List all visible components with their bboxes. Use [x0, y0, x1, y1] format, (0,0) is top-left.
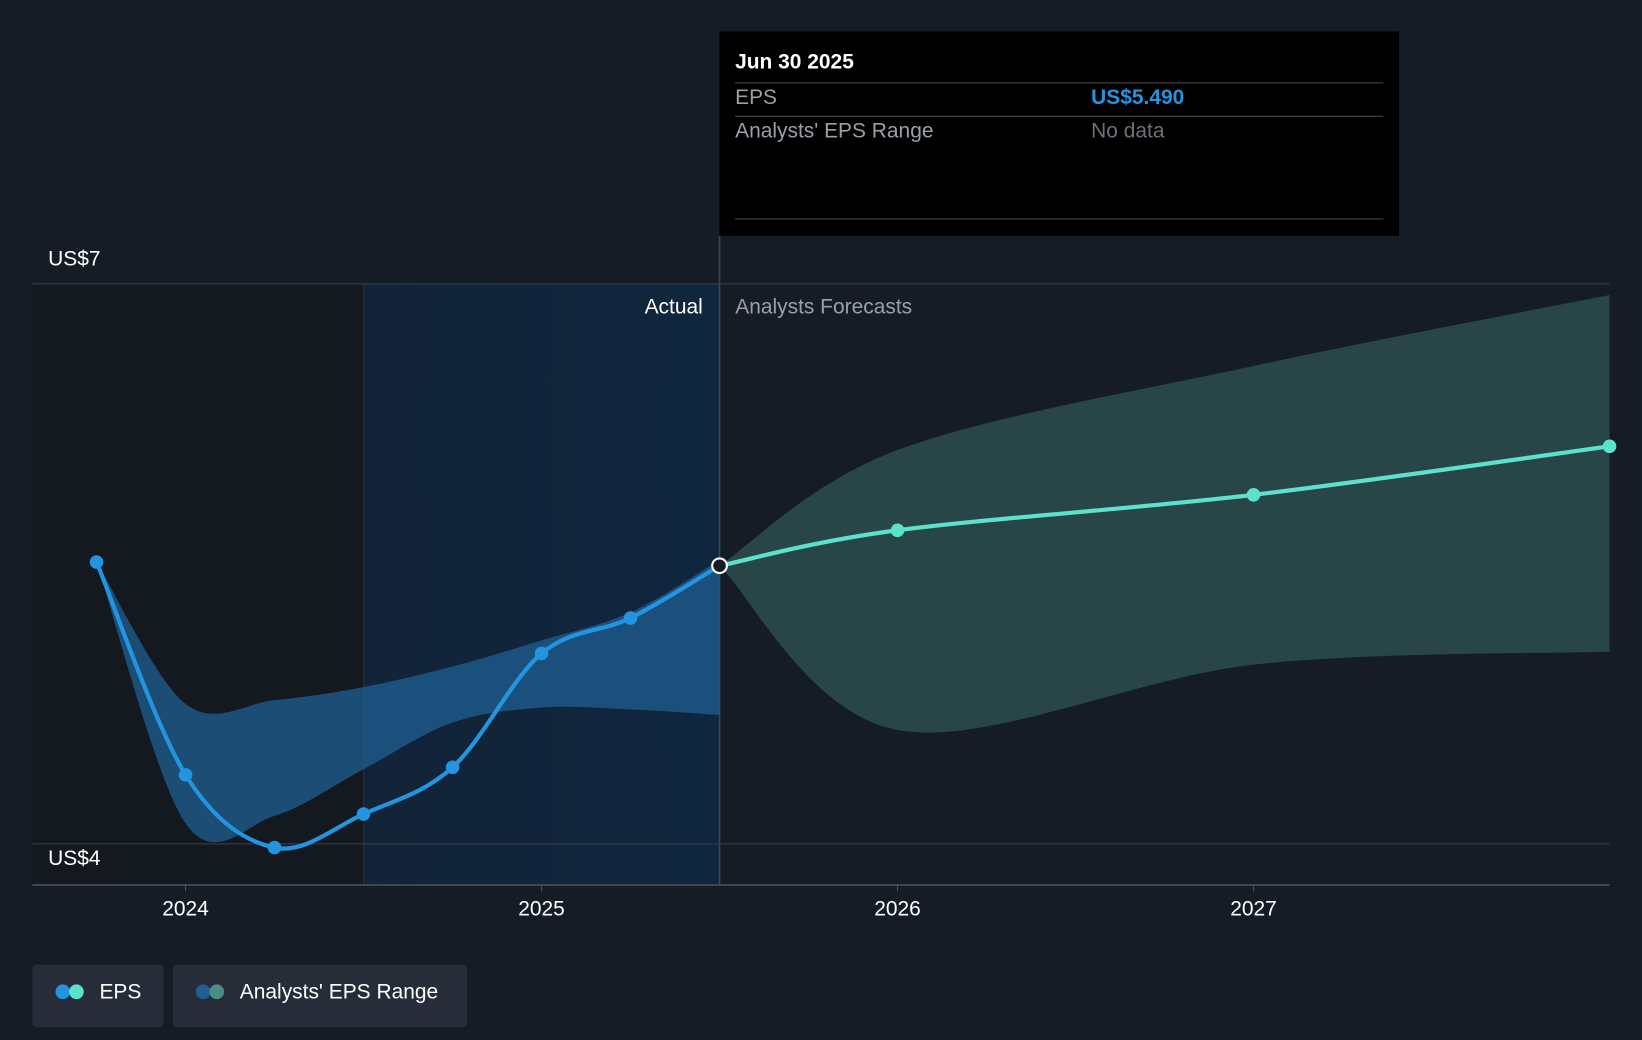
x-tick-label: 2026	[874, 898, 921, 921]
legend-swatch	[195, 984, 211, 1000]
eps-point	[623, 611, 638, 625]
highlight-region	[363, 283, 720, 885]
y-tick-label: US$7	[48, 247, 100, 270]
x-tick-label: 2024	[162, 898, 209, 921]
tooltip-value: US$5.490	[1091, 86, 1184, 109]
eps-point	[267, 840, 282, 855]
eps-point	[711, 557, 728, 575]
tooltip-label: Analysts' EPS Range	[735, 120, 933, 143]
eps-point	[89, 555, 104, 569]
legend-item[interactable]: Analysts' EPS Range	[172, 964, 468, 1028]
forecast-label: Analysts Forecasts	[735, 295, 912, 318]
eps-line	[717, 444, 1612, 568]
legend-swatch	[69, 984, 84, 1000]
eps-point	[445, 760, 460, 775]
tooltip-value: No data	[1091, 120, 1165, 143]
legend-swatch	[55, 984, 71, 1000]
tooltip: Jun 30 2025 EPS US$5.490 Analysts' EPS R…	[719, 31, 1400, 236]
x-tick-label: 2025	[518, 898, 565, 921]
tooltip-box	[719, 31, 1400, 236]
range-band	[96, 560, 720, 843]
tooltip-label: EPS	[735, 86, 777, 109]
eps-point	[356, 807, 371, 821]
x-tick-label: 2027	[1230, 898, 1277, 921]
legend-button[interactable]	[172, 964, 468, 1028]
tooltip-date: Jun 30 2025	[735, 50, 854, 73]
eps-point	[1246, 487, 1261, 502]
legend-swatch	[209, 984, 225, 1000]
eps-point	[534, 646, 549, 661]
legend-label: EPS	[99, 980, 141, 1003]
range-band	[719, 295, 1610, 733]
legend-label: Analysts' EPS Range	[240, 980, 438, 1003]
y-tick-label: US$4	[48, 847, 101, 870]
legend-item[interactable]: EPS	[32, 964, 164, 1028]
legend: EPS Analysts' EPS Range	[32, 964, 468, 1028]
eps-point	[178, 768, 193, 782]
eps-point	[890, 523, 905, 538]
actual-label: Actual	[645, 295, 703, 318]
eps-point	[1602, 439, 1617, 454]
legend-button[interactable]	[32, 964, 164, 1028]
